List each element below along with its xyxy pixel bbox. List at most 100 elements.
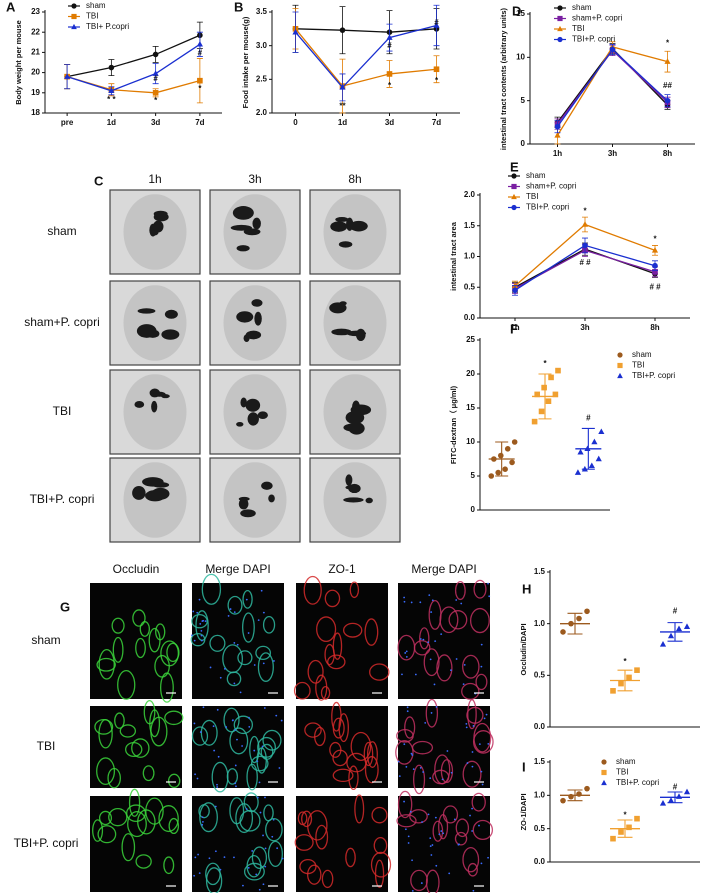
nucleus xyxy=(194,773,197,776)
contrast-blob xyxy=(153,391,166,397)
y-tick-label: 1.0 xyxy=(534,790,546,799)
nucleus xyxy=(427,813,430,816)
nucleus xyxy=(469,814,471,817)
marker xyxy=(64,73,71,79)
tissue-crypt xyxy=(320,685,331,700)
nucleus xyxy=(422,771,425,773)
marker xyxy=(626,674,632,681)
contrast-blob xyxy=(151,400,158,413)
tissue-crypt xyxy=(366,741,378,768)
contrast-blob xyxy=(243,228,261,236)
tissue-crypt xyxy=(262,729,282,751)
nucleus xyxy=(465,726,468,729)
annotation: * xyxy=(623,657,627,666)
nucleus xyxy=(429,837,432,839)
panel-label: A xyxy=(6,0,16,14)
tissue-crypt xyxy=(396,814,417,828)
legend-label: TBI+P. copri xyxy=(572,35,615,44)
sd-bar xyxy=(617,819,633,838)
marker xyxy=(581,465,588,472)
tissue-crypt xyxy=(332,717,345,739)
marker xyxy=(509,459,515,466)
tissue-crypt xyxy=(190,632,206,647)
sd-bar xyxy=(667,622,683,642)
contrast-blob xyxy=(261,481,273,490)
marker xyxy=(683,623,691,630)
image xyxy=(109,280,201,366)
y-tick-label: 0.5 xyxy=(534,824,546,833)
nucleus xyxy=(231,719,234,722)
nucleus xyxy=(407,842,410,844)
nucleus xyxy=(404,652,407,654)
tissue-crypt xyxy=(438,813,449,840)
nucleus xyxy=(248,716,250,719)
nucleus xyxy=(214,850,217,853)
annotation: * xyxy=(388,81,392,90)
contrast-blob xyxy=(345,474,353,486)
marker xyxy=(511,173,517,179)
image xyxy=(109,369,201,455)
nucleus xyxy=(410,601,413,604)
tissue-crypt xyxy=(107,767,121,789)
tissue-crypt xyxy=(345,847,356,868)
tissue-crypt xyxy=(332,768,354,783)
tissue-crypt xyxy=(241,612,255,643)
nucleus xyxy=(258,781,261,784)
annotation: * xyxy=(583,207,587,216)
tissue-crypt xyxy=(315,824,329,850)
nucleus xyxy=(440,830,443,832)
y-tick-label: 1.0 xyxy=(534,619,546,628)
image xyxy=(309,189,401,275)
y-tick-label: 10 xyxy=(516,52,525,61)
series-line xyxy=(556,46,668,136)
annotation: * xyxy=(154,96,158,105)
tissue-crypt xyxy=(327,654,346,670)
marker xyxy=(634,815,640,822)
body-shadow xyxy=(223,374,287,450)
nucleus xyxy=(405,655,408,658)
nucleus xyxy=(253,664,256,666)
contrast-blob xyxy=(330,221,348,232)
nucleus xyxy=(262,883,265,886)
tissue-crypt xyxy=(440,759,454,784)
tissue-crypt xyxy=(167,773,181,789)
nucleus xyxy=(441,778,444,781)
legend-label: sham+P. copri xyxy=(526,182,577,191)
body-shadow xyxy=(123,285,187,361)
marker xyxy=(557,15,563,22)
nucleus xyxy=(419,766,422,769)
nucleus xyxy=(462,683,465,686)
body-shadow xyxy=(223,462,287,538)
tissue-crypt xyxy=(128,788,141,817)
row-label: TBI+P. copri xyxy=(14,836,79,850)
tissue-crypt xyxy=(332,632,343,660)
marker xyxy=(292,28,299,35)
nucleus xyxy=(257,619,260,622)
tissue-crypt xyxy=(462,654,480,679)
legend-label: sham xyxy=(572,3,592,12)
nucleus xyxy=(403,743,406,746)
annotation: # xyxy=(387,41,392,50)
image-frame xyxy=(192,706,284,788)
image xyxy=(90,699,184,789)
tissue-crypt xyxy=(299,858,317,875)
tissue-crypt xyxy=(397,790,413,819)
panel-label: F xyxy=(510,321,518,336)
nucleus xyxy=(248,725,251,728)
annotation: # # xyxy=(579,258,591,267)
tissue-crypt xyxy=(265,817,283,842)
tissue-crypt xyxy=(209,634,226,652)
nucleus xyxy=(236,738,238,741)
sd-bar xyxy=(567,612,583,635)
legend-label: TBI xyxy=(616,768,628,777)
marker xyxy=(601,759,607,765)
nucleus xyxy=(419,601,422,604)
nucleus xyxy=(202,706,205,709)
nucleus xyxy=(488,595,491,598)
contrast-blob xyxy=(251,299,263,307)
y-tick-label: 5 xyxy=(521,96,526,105)
nucleus xyxy=(200,634,203,637)
tissue-crypt xyxy=(108,807,128,827)
contrast-blob xyxy=(236,421,244,427)
nucleus xyxy=(431,599,434,602)
